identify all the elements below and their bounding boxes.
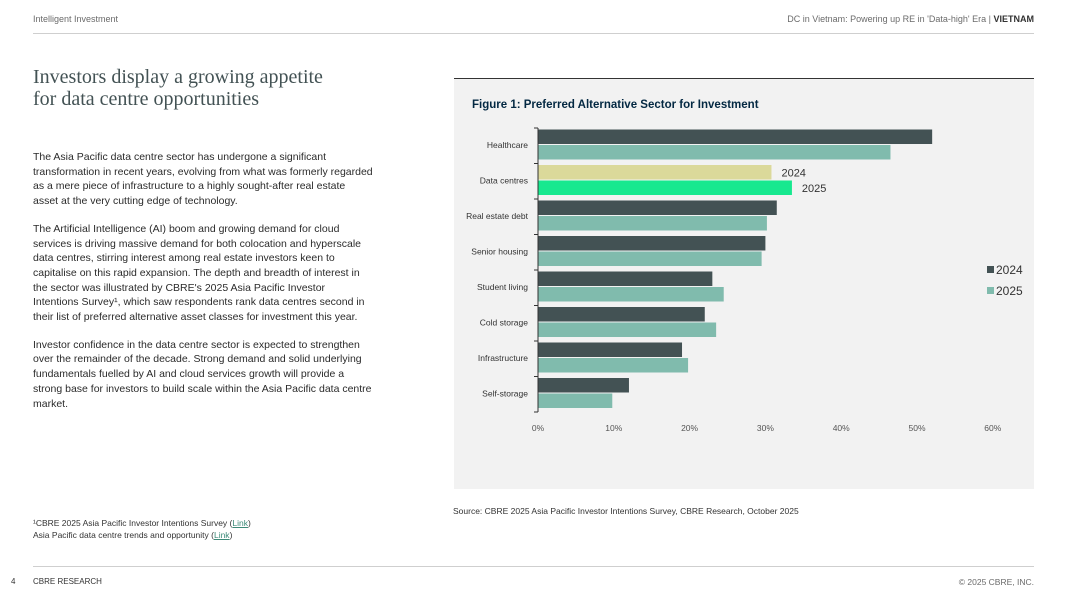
bar-2025-self-storage — [538, 393, 613, 408]
bar-2025-senior-housing — [538, 251, 762, 266]
footnotes: ¹CBRE 2025 Asia Pacific Investor Intenti… — [33, 517, 251, 541]
footnote-link[interactable]: Link — [232, 518, 248, 528]
header-right-label: DC in Vietnam: Powering up RE in 'Data-h… — [787, 14, 1034, 24]
footnote-close: ) — [229, 530, 233, 540]
data-label-2024: 2024 — [781, 167, 805, 179]
legend-swatch-2025 — [987, 287, 994, 294]
footnote-text: ¹CBRE 2025 Asia Pacific Investor Intenti… — [33, 518, 233, 528]
footer-copyright: © 2025 CBRE, INC. — [958, 577, 1034, 587]
bar-2024-self-storage — [538, 378, 629, 393]
bar-2025-student-living — [538, 287, 724, 302]
figure-source: Source: CBRE 2025 Asia Pacific Investor … — [453, 506, 799, 516]
bar-2025-cold-storage — [538, 322, 717, 337]
legend-label-2024: 2024 — [996, 263, 1023, 277]
page-title-line2: for data centre opportunities — [33, 88, 260, 110]
bar-2024-healthcare — [538, 129, 933, 144]
category-label: Infrastructure — [478, 353, 528, 363]
footer-left-label: CBRE RESEARCH — [33, 577, 102, 586]
figure-title: Figure 1: Preferred Alternative Sector f… — [472, 99, 759, 111]
paragraph: Investor confidence in the data centre s… — [33, 338, 372, 410]
category-label: Real estate debt — [466, 211, 529, 221]
page-number: 4 — [11, 577, 16, 586]
data-label-2025: 2025 — [802, 183, 826, 195]
paragraph: The Asia Pacific data centre sector has … — [33, 151, 373, 208]
bar-2024-data-centres — [538, 165, 772, 180]
page-title: Investors display a growing appetite for… — [33, 66, 323, 110]
body-text: The Asia Pacific data centre sector has … — [33, 150, 373, 424]
bar-2025-healthcare — [538, 145, 891, 160]
header-divider — [33, 33, 1034, 34]
x-tick-label: 40% — [833, 423, 850, 433]
x-tick-label: 0% — [532, 423, 545, 433]
category-label: Healthcare — [487, 140, 528, 150]
x-tick-label: 50% — [908, 423, 925, 433]
bar-2025-data-centres — [538, 180, 792, 195]
footer-divider — [33, 566, 1034, 567]
page-title-line1: Investors display a growing appetite — [33, 66, 323, 88]
legend-swatch-2024 — [987, 266, 994, 273]
paragraph: The Artificial Intelligence (AI) boom an… — [33, 222, 365, 324]
bar-2024-infrastructure — [538, 342, 683, 357]
footnote-1: ¹CBRE 2025 Asia Pacific Investor Intenti… — [33, 517, 251, 529]
footnote-close: ) — [247, 518, 251, 528]
header-left-label: Intelligent Investment — [33, 14, 119, 24]
x-tick-label: 30% — [757, 423, 774, 433]
category-label: Cold storage — [480, 317, 528, 327]
bar-2024-cold-storage — [538, 307, 705, 322]
category-label: Senior housing — [471, 246, 528, 256]
legend-label-2025: 2025 — [996, 284, 1023, 298]
bar-2024-senior-housing — [538, 236, 766, 251]
bar-2025-infrastructure — [538, 358, 689, 373]
x-tick-label: 60% — [984, 423, 1001, 433]
header-country: VIETNAM — [993, 14, 1035, 24]
footnote-link[interactable]: Link — [213, 530, 230, 540]
bar-chart: Healthcare 2024 2025 Data centres Real estat… — [466, 127, 1023, 433]
x-tick-label: 10% — [605, 423, 622, 433]
bar-2024-student-living — [538, 271, 713, 286]
footnote-text: Asia Pacific data centre trends and oppo… — [33, 530, 214, 540]
bar-2024-real-estate-debt — [538, 200, 777, 215]
bar-2025-real-estate-debt — [538, 216, 767, 231]
header-report-title: DC in Vietnam: Powering up RE in 'Data-h… — [787, 14, 994, 24]
category-label: Self-storage — [482, 388, 528, 398]
footnote-2: Asia Pacific data centre trends and oppo… — [33, 529, 251, 541]
category-label: Student living — [477, 282, 528, 292]
x-tick-label: 20% — [681, 423, 698, 433]
category-label: Data centres — [480, 175, 528, 185]
